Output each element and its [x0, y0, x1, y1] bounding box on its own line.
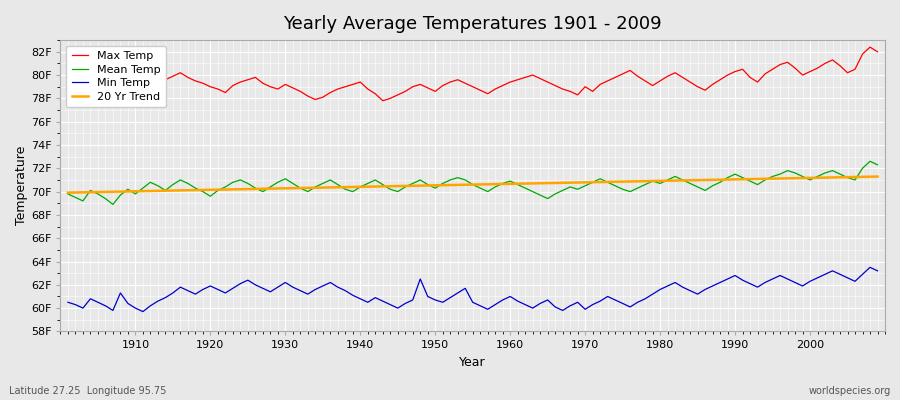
Max Temp [62, 82, 73, 87]
Min Temp [295, 288, 306, 293]
Text: worldspecies.org: worldspecies.org [809, 386, 891, 396]
Max Temp [872, 49, 883, 54]
Max Temp [512, 77, 523, 82]
Mean Temp [512, 182, 523, 187]
Mean Temp [62, 192, 73, 196]
Min Temp [138, 309, 148, 314]
Max Temp [332, 87, 343, 92]
Mean Temp [602, 180, 613, 185]
Mean Temp [295, 186, 306, 190]
Min Temp [505, 294, 516, 299]
Max Temp [505, 80, 516, 84]
Title: Yearly Average Temperatures 1901 - 2009: Yearly Average Temperatures 1901 - 2009 [284, 15, 662, 33]
Min Temp [865, 265, 876, 270]
Legend: Max Temp, Mean Temp, Min Temp, 20 Yr Trend: Max Temp, Mean Temp, Min Temp, 20 Yr Tre… [66, 46, 166, 107]
X-axis label: Year: Year [459, 356, 486, 369]
Mean Temp [505, 179, 516, 184]
20 Yr Trend [498, 182, 508, 186]
Min Temp [512, 299, 523, 304]
Min Temp [62, 300, 73, 305]
Min Temp [340, 288, 351, 293]
Max Temp [602, 78, 613, 83]
20 Yr Trend [62, 190, 73, 195]
20 Yr Trend [595, 180, 606, 184]
Text: Latitude 27.25  Longitude 95.75: Latitude 27.25 Longitude 95.75 [9, 386, 166, 396]
Mean Temp [130, 192, 140, 196]
20 Yr Trend [872, 174, 883, 179]
Min Temp [872, 268, 883, 273]
Line: Max Temp: Max Temp [68, 47, 878, 101]
Mean Temp [107, 202, 118, 207]
20 Yr Trend [287, 186, 298, 190]
Min Temp [602, 294, 613, 299]
Mean Temp [340, 187, 351, 192]
20 Yr Trend [332, 185, 343, 190]
Max Temp [377, 98, 388, 103]
Min Temp [122, 301, 133, 306]
20 Yr Trend [122, 189, 133, 194]
Max Temp [865, 45, 876, 50]
Line: Min Temp: Min Temp [68, 267, 878, 312]
Line: 20 Yr Trend: 20 Yr Trend [68, 176, 878, 193]
Mean Temp [872, 162, 883, 167]
Y-axis label: Temperature: Temperature [15, 146, 28, 226]
20 Yr Trend [505, 182, 516, 186]
Line: Mean Temp: Mean Temp [68, 161, 878, 204]
Max Temp [122, 81, 133, 86]
Max Temp [287, 86, 298, 90]
Mean Temp [865, 159, 876, 164]
